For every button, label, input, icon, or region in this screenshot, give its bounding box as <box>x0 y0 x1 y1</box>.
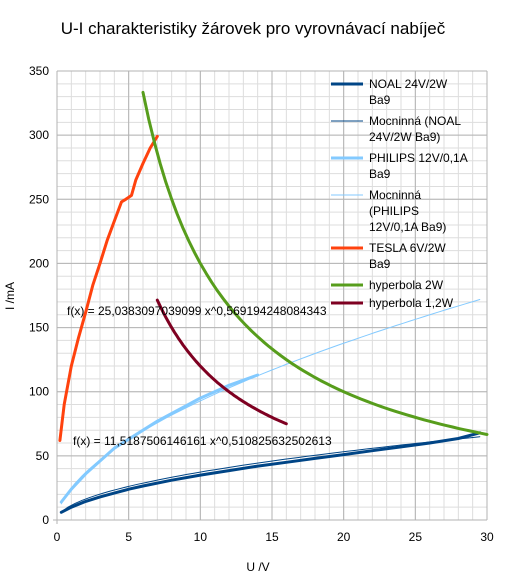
y-tick-label: 350 <box>29 64 49 78</box>
legend-label: NOAL 24V/2W <box>369 77 448 91</box>
chart-series <box>58 90 489 514</box>
series-line-0 <box>59 431 482 514</box>
legend-item-0: NOAL 24V/2W Ba9 <box>331 77 448 107</box>
y-tick-label: 200 <box>29 256 49 270</box>
legend-label: 12V/0,1A Ba9) <box>369 220 446 234</box>
legend-label: PHILIPS 12V/0,1A <box>369 151 468 165</box>
series-line-1 <box>60 436 481 513</box>
legend-label: TESLA 6V/2W <box>369 241 446 255</box>
legend-label: Ba9 <box>369 257 391 271</box>
y-tick-label: 100 <box>29 385 49 399</box>
legend-item-4: TESLA 6V/2W Ba9 <box>331 241 446 271</box>
x-axis-ticks: 0 5 10 15 20 25 30 <box>54 530 494 544</box>
legend-label: Ba9 <box>369 167 391 181</box>
trendline-equation-philips: f(x) = 25,0383097039099 x^0,569194248084… <box>67 304 327 318</box>
series-line-5 <box>141 90 489 436</box>
legend-label: Mocninná (NOAL <box>369 114 461 128</box>
legend-label: hyperbola 1,2W <box>369 296 454 310</box>
x-tick-label: 25 <box>409 530 423 544</box>
chart-axes <box>53 71 487 524</box>
y-tick-label: 0 <box>42 513 49 527</box>
legend-item-1: Mocninná (NOAL 24V/2W Ba9) <box>331 114 461 144</box>
legend-item-2: PHILIPS 12V/0,1A Ba9 <box>331 151 468 181</box>
legend-label: Mocninná <box>369 188 421 202</box>
y-axis-ticks: 0 50 100 150 200 250 300 350 <box>29 64 49 527</box>
legend-label: Ba9 <box>369 93 391 107</box>
legend-item-6: hyperbola 1,2W <box>331 296 454 310</box>
chart-title: U-I charakteristiky žárovek pro vyrovnáv… <box>61 19 446 38</box>
y-tick-label: 50 <box>36 449 50 463</box>
trendline-equation-noal: f(x) = 11,5187506146161 x^0,510825632502… <box>73 434 332 448</box>
x-tick-label: 10 <box>194 530 208 544</box>
y-tick-label: 300 <box>29 128 49 142</box>
x-tick-label: 30 <box>480 530 494 544</box>
y-tick-label: 250 <box>29 192 49 206</box>
y-axis-label: I /mA <box>3 282 17 310</box>
series-line-4 <box>58 134 159 442</box>
x-axis-label: U /V <box>246 560 269 574</box>
y-tick-label: 150 <box>29 321 49 335</box>
x-tick-label: 15 <box>265 530 279 544</box>
x-tick-label: 0 <box>54 530 61 544</box>
chart-legend: NOAL 24V/2W Ba9 Mocninná (NOAL 24V/2W Ba9) P… <box>331 77 468 310</box>
legend-label: (PHILIPS <box>369 204 419 218</box>
x-tick-label: 5 <box>125 530 132 544</box>
legend-item-3: Mocninná (PHILIPS 12V/0,1A Ba9) <box>331 188 446 234</box>
legend-label: 24V/2W Ba9) <box>369 130 440 144</box>
legend-label: hyperbola 2W <box>369 278 444 292</box>
series-line-6 <box>155 298 288 426</box>
x-tick-label: 20 <box>337 530 351 544</box>
series-line-3 <box>60 299 481 505</box>
legend-item-5: hyperbola 2W <box>331 278 444 292</box>
